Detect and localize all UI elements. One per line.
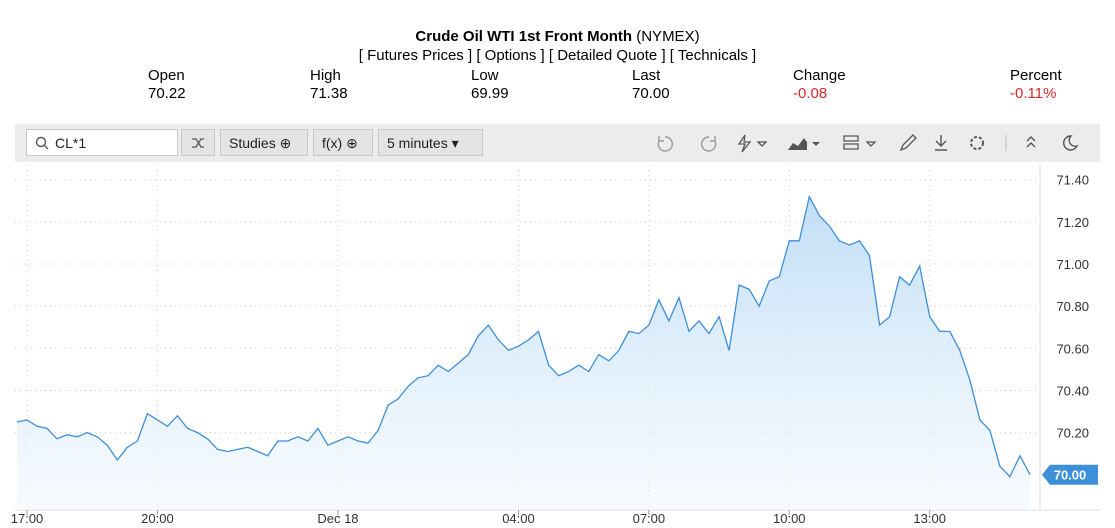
toolbar-icons — [657, 134, 1079, 153]
pen-icon[interactable] — [899, 134, 917, 152]
y-tick-label: 70.60 — [1056, 341, 1089, 356]
links: [ Futures Prices ] [ Options ] [ Detaile… — [0, 47, 1115, 64]
stat-label: Change — [793, 67, 846, 84]
compare-button[interactable] — [181, 129, 215, 156]
x-tick-label: 20:00 — [141, 511, 174, 526]
stat-label: Last — [632, 67, 661, 84]
stat-value: 71.38 — [310, 85, 348, 102]
studies: Studies — [229, 135, 276, 151]
stat-value: 69.99 — [471, 85, 509, 102]
y-tick-label: 71.00 — [1056, 257, 1089, 272]
link[interactable]: [ Technicals ] — [669, 47, 757, 64]
collapse-icon[interactable] — [1026, 136, 1036, 148]
stat: High 71.38 — [310, 67, 348, 103]
chart-type-icon[interactable] — [788, 138, 820, 150]
stat-value: 70.00 — [632, 85, 670, 102]
stat-label: Percent — [1010, 67, 1062, 84]
stat-label: High — [310, 67, 341, 84]
stat: Percent -0.11% — [1010, 67, 1062, 103]
last-value: 70.00 — [1054, 468, 1087, 483]
stat: Low 69.99 — [471, 67, 509, 103]
symbol-search[interactable]: CL*1 — [26, 129, 178, 156]
redo-icon[interactable] — [701, 136, 717, 152]
fx: f(x) — [322, 135, 343, 151]
y-tick-label: 70.80 — [1056, 299, 1089, 314]
title-text: Crude Oil WTI 1st Front Month — [415, 28, 633, 45]
link[interactable]: [ Options ] — [476, 47, 545, 64]
download-icon[interactable] — [935, 135, 947, 151]
y-tick-label: 71.40 — [1056, 173, 1089, 188]
x-tick-label: 04:00 — [502, 511, 535, 526]
last-badge — [1042, 464, 1098, 485]
title: Crude Oil WTI 1st Front Month (NYMEX) — [0, 28, 1115, 45]
toolbar: CL*1 Studies ⊕ f(x) ⊕ 5 minutes ▾ — [15, 124, 1100, 162]
stat-value: -0.11% — [1010, 85, 1057, 102]
stat: Open 70.22 — [148, 67, 186, 103]
y-tick-label: 71.20 — [1056, 215, 1089, 230]
x-tick-label: 17:00 — [11, 511, 44, 526]
draw-icon[interactable] — [737, 134, 768, 153]
symbol: CL*1 — [55, 135, 87, 151]
stat-label: Open — [148, 67, 185, 84]
studies-button[interactable]: Studies ⊕ — [220, 129, 308, 156]
chart: 70.20 70.40 70.60 70.80 71.00 71.20 71.40 17:00… — [11, 165, 1100, 526]
x-tick-label: 13:00 — [913, 511, 946, 526]
x-tick-label: 07:00 — [633, 511, 666, 526]
undo-icon[interactable] — [657, 136, 673, 152]
stat-value: 70.22 — [148, 85, 186, 102]
y-tick-label: 70.20 — [1056, 426, 1089, 441]
layout-icon[interactable] — [843, 135, 877, 150]
compare-icon — [192, 138, 204, 148]
x-tick-label: Dec 18 — [317, 511, 358, 526]
search-icon — [35, 136, 49, 150]
link[interactable]: [ Futures Prices ] — [358, 47, 473, 64]
area — [17, 196, 1030, 510]
exchange: (NYMEX) — [636, 28, 700, 45]
price-line — [16, 194, 1031, 478]
stat: Change -0.08 — [793, 67, 846, 103]
fx-button[interactable]: f(x) ⊕ — [313, 129, 373, 156]
stat: Last 70.00 — [632, 67, 670, 103]
interval: 5 minutes — [387, 135, 448, 151]
interval-button[interactable]: 5 minutes ▾ — [378, 129, 483, 156]
stat-value: -0.08 — [793, 85, 828, 102]
y-tick-label: 70.40 — [1056, 383, 1089, 398]
x-tick-label: 10:00 — [773, 511, 806, 526]
settings-icon[interactable] — [970, 136, 984, 150]
theme-icon[interactable] — [1063, 135, 1079, 151]
link[interactable]: [ Detailed Quote ] — [548, 47, 666, 64]
stat-label: Low — [471, 67, 499, 84]
